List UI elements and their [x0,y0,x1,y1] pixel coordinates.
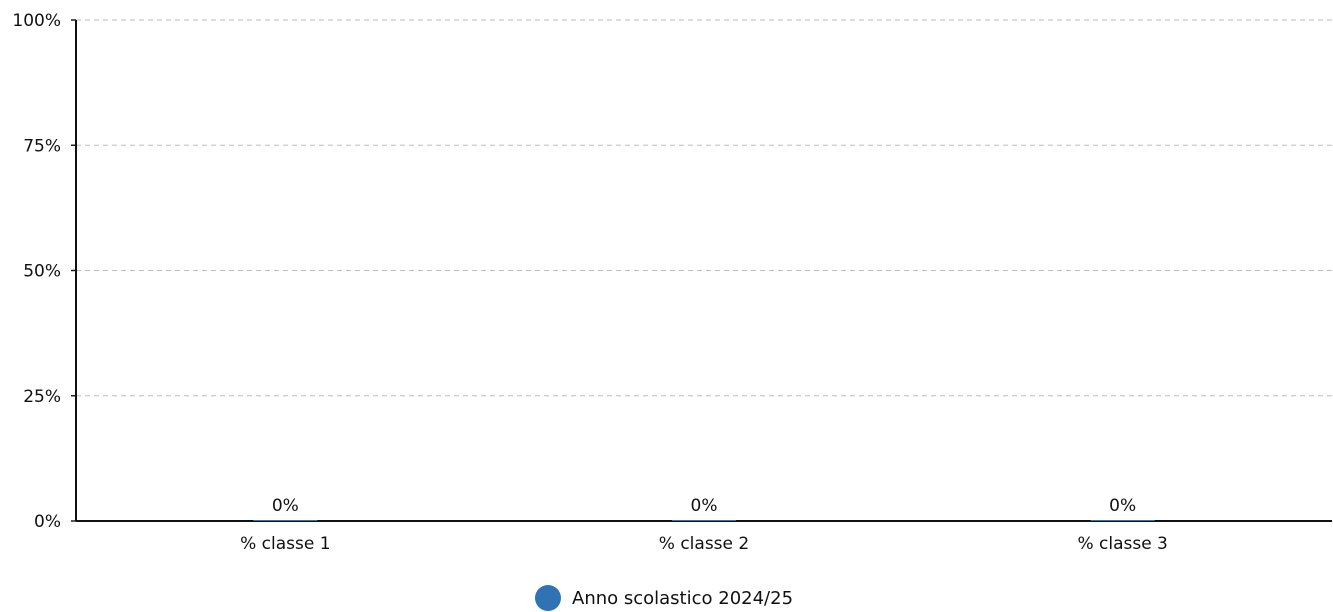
y-tick-label: 100% [12,11,61,31]
x-category-label: % classe 3 [1077,534,1167,554]
y-tick-label: 75% [23,136,61,156]
y-tick-label: 0% [34,512,61,532]
x-category-label: % classe 1 [240,534,330,554]
y-tick-label: 25% [23,387,61,407]
legend-label: Anno scolastico 2024/25 [572,588,793,609]
bar-value-label: 0% [1109,496,1136,516]
bar [1090,520,1155,521]
y-tick-label: 50% [23,262,61,282]
bar-value-label: 0% [691,496,718,516]
bar [672,520,736,521]
bar-value-label: 0% [272,496,299,516]
legend-swatch [535,585,561,611]
x-category-label: % classe 2 [659,534,749,554]
bar [253,520,318,521]
